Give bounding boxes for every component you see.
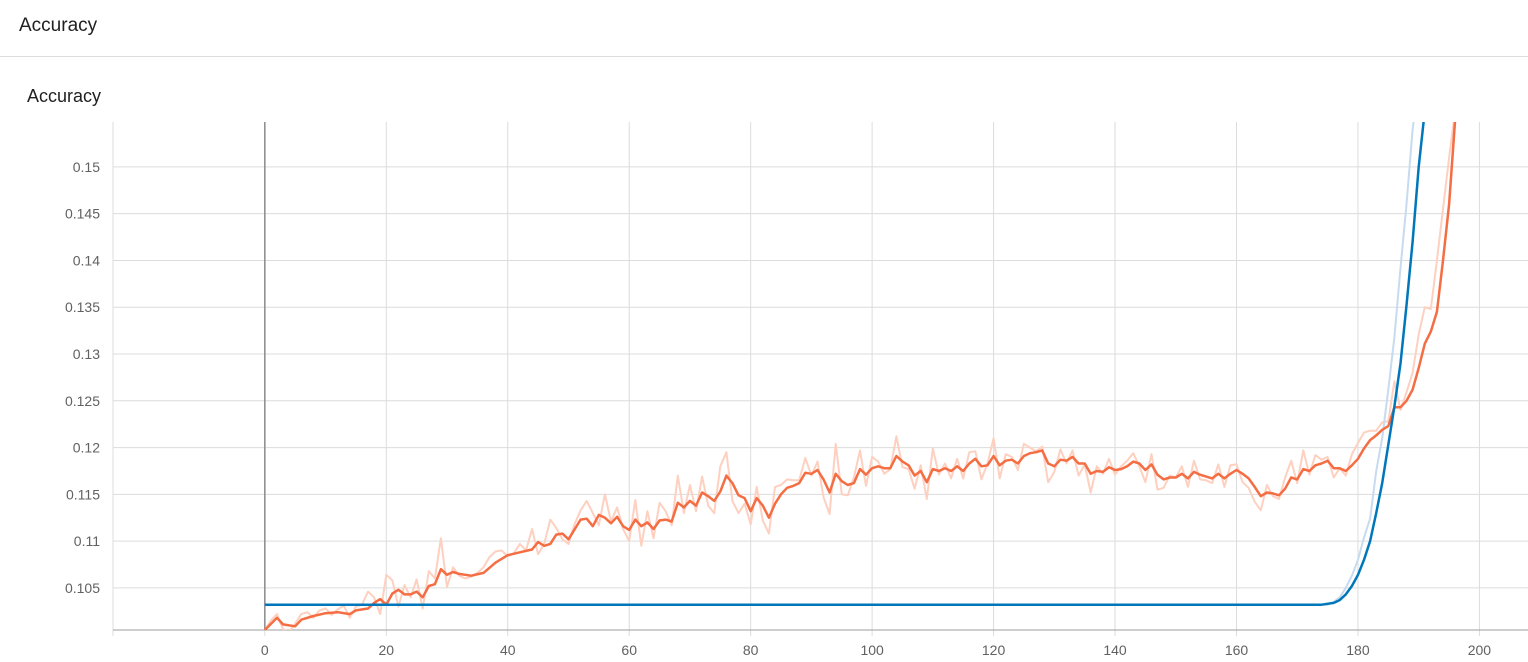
x-tick-label: 180 <box>1346 642 1370 658</box>
section-header: Accuracy <box>0 0 1528 57</box>
y-tick-label: 0.15 <box>73 159 100 175</box>
x-tick-label: 40 <box>500 642 516 658</box>
x-tick-label: 80 <box>743 642 759 658</box>
x-tick-label: 100 <box>860 642 884 658</box>
series-1-smoothed-line[interactable] <box>263 120 1457 630</box>
y-tick-label: 0.14 <box>73 252 100 268</box>
y-tick-label: 0.13 <box>73 346 100 362</box>
x-tick-label: 200 <box>1468 642 1492 658</box>
y-tick-label: 0.12 <box>73 440 100 456</box>
series-2-smoothed-line[interactable] <box>264 111 1425 606</box>
section-title: Accuracy <box>19 15 98 36</box>
series-1-raw-line <box>263 122 1455 630</box>
x-tick-label: 20 <box>378 642 394 658</box>
y-tick-label: 0.105 <box>65 580 100 596</box>
y-tick-label: 0.145 <box>65 206 100 222</box>
y-tick-label: 0.125 <box>65 393 100 409</box>
x-tick-label: 60 <box>621 642 637 658</box>
x-tick-label: 160 <box>1225 642 1249 658</box>
x-tick-label: 120 <box>982 642 1006 658</box>
x-tick-label: 0 <box>261 642 269 658</box>
y-tick-label: 0.115 <box>66 486 100 502</box>
series-2-raw-line <box>264 122 1415 606</box>
chart-card-title: Accuracy <box>27 86 102 106</box>
x-tick-label: 140 <box>1103 642 1127 658</box>
y-tick-label: 0.11 <box>74 533 100 549</box>
y-tick-label: 0.135 <box>65 299 100 315</box>
